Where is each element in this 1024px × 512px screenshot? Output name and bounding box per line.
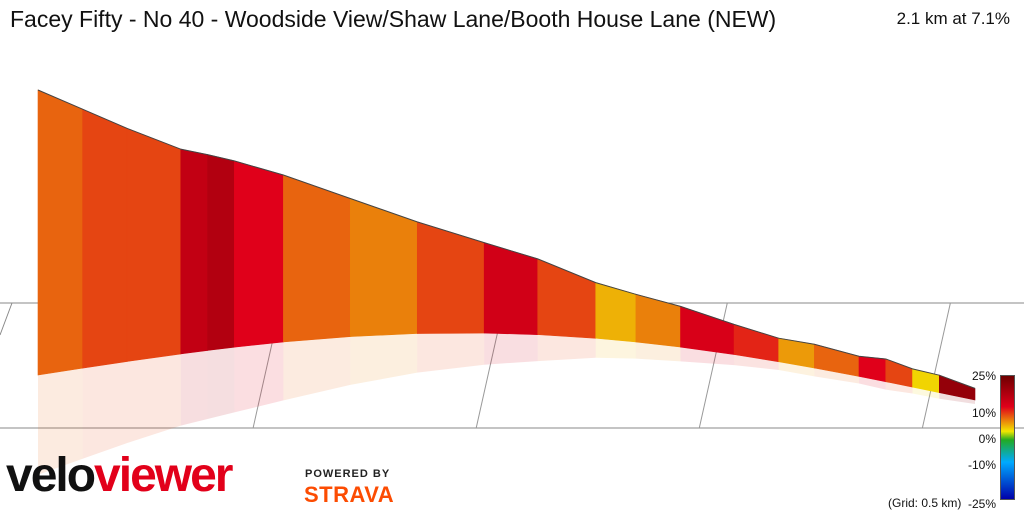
strava-logo[interactable]: STRAVA xyxy=(304,482,395,507)
profile-reflection-12 xyxy=(635,341,681,362)
logo-velo: velo xyxy=(6,449,96,502)
profile-ridge-line xyxy=(37,89,976,389)
profile-reflection-14 xyxy=(734,354,779,370)
profile-reflection-15 xyxy=(778,361,815,377)
logo-viewer: viewer xyxy=(94,449,233,502)
profile-segment-2 xyxy=(126,128,182,362)
profile-reflection-20 xyxy=(939,392,975,405)
profile-reflection-7 xyxy=(350,333,418,385)
grid-spacing-note: (Grid: 0.5 km) xyxy=(888,496,962,510)
profile-segment-0 xyxy=(37,89,83,376)
veloviewer-logo[interactable]: veloviewer xyxy=(6,449,233,502)
profile-reflection-16 xyxy=(814,368,859,384)
profile-segment-1 xyxy=(82,108,128,369)
profile-reflection-18 xyxy=(885,381,913,394)
profile-segment-7 xyxy=(350,198,418,337)
profile-reflection-13 xyxy=(680,347,735,366)
profile-reflection-8 xyxy=(417,333,485,373)
legend-tick-minus-25: -25% xyxy=(967,497,996,511)
profile-reflection-10 xyxy=(537,334,596,362)
profile-reflection-9 xyxy=(484,333,538,365)
profile-segment-6 xyxy=(283,174,351,343)
profile-reflection-4 xyxy=(207,347,235,420)
profile-segment-12 xyxy=(635,293,681,348)
profile-reflection-11 xyxy=(595,338,636,359)
segment-title: Facey Fifty - No 40 - Woodside View/Shaw… xyxy=(10,6,777,32)
profile-reflection-2 xyxy=(127,353,181,444)
legend-tick-25: 25% xyxy=(971,369,996,383)
legend-tick-0: 0% xyxy=(978,432,996,446)
profile-segment-11 xyxy=(595,282,637,343)
gradient-legend-bar xyxy=(1000,375,1015,500)
powered-by-label: POWERED BY xyxy=(305,468,391,480)
legend-tick-10: 10% xyxy=(971,406,996,420)
profile-segment-4 xyxy=(207,154,235,351)
legend-tick-minus-10: -10% xyxy=(967,458,996,472)
profile-segment-13 xyxy=(680,305,735,355)
profile-segment-8 xyxy=(416,221,485,334)
profile-reflection-3 xyxy=(180,350,208,426)
profile-reflection-17 xyxy=(858,376,886,390)
profile-reflection-1 xyxy=(82,361,128,459)
segment-summary: 2.1 km at 7.1% xyxy=(896,9,1010,28)
grid-floor-edge xyxy=(0,302,13,336)
profile-reflection-19 xyxy=(912,387,940,399)
grid-line-3 xyxy=(921,302,951,429)
profile-segment-5 xyxy=(234,160,284,348)
profile-reflection-5 xyxy=(234,341,284,413)
profile-reflection-0 xyxy=(38,368,83,475)
profile-segment-3 xyxy=(180,148,208,355)
profile-reflection-6 xyxy=(283,336,351,401)
